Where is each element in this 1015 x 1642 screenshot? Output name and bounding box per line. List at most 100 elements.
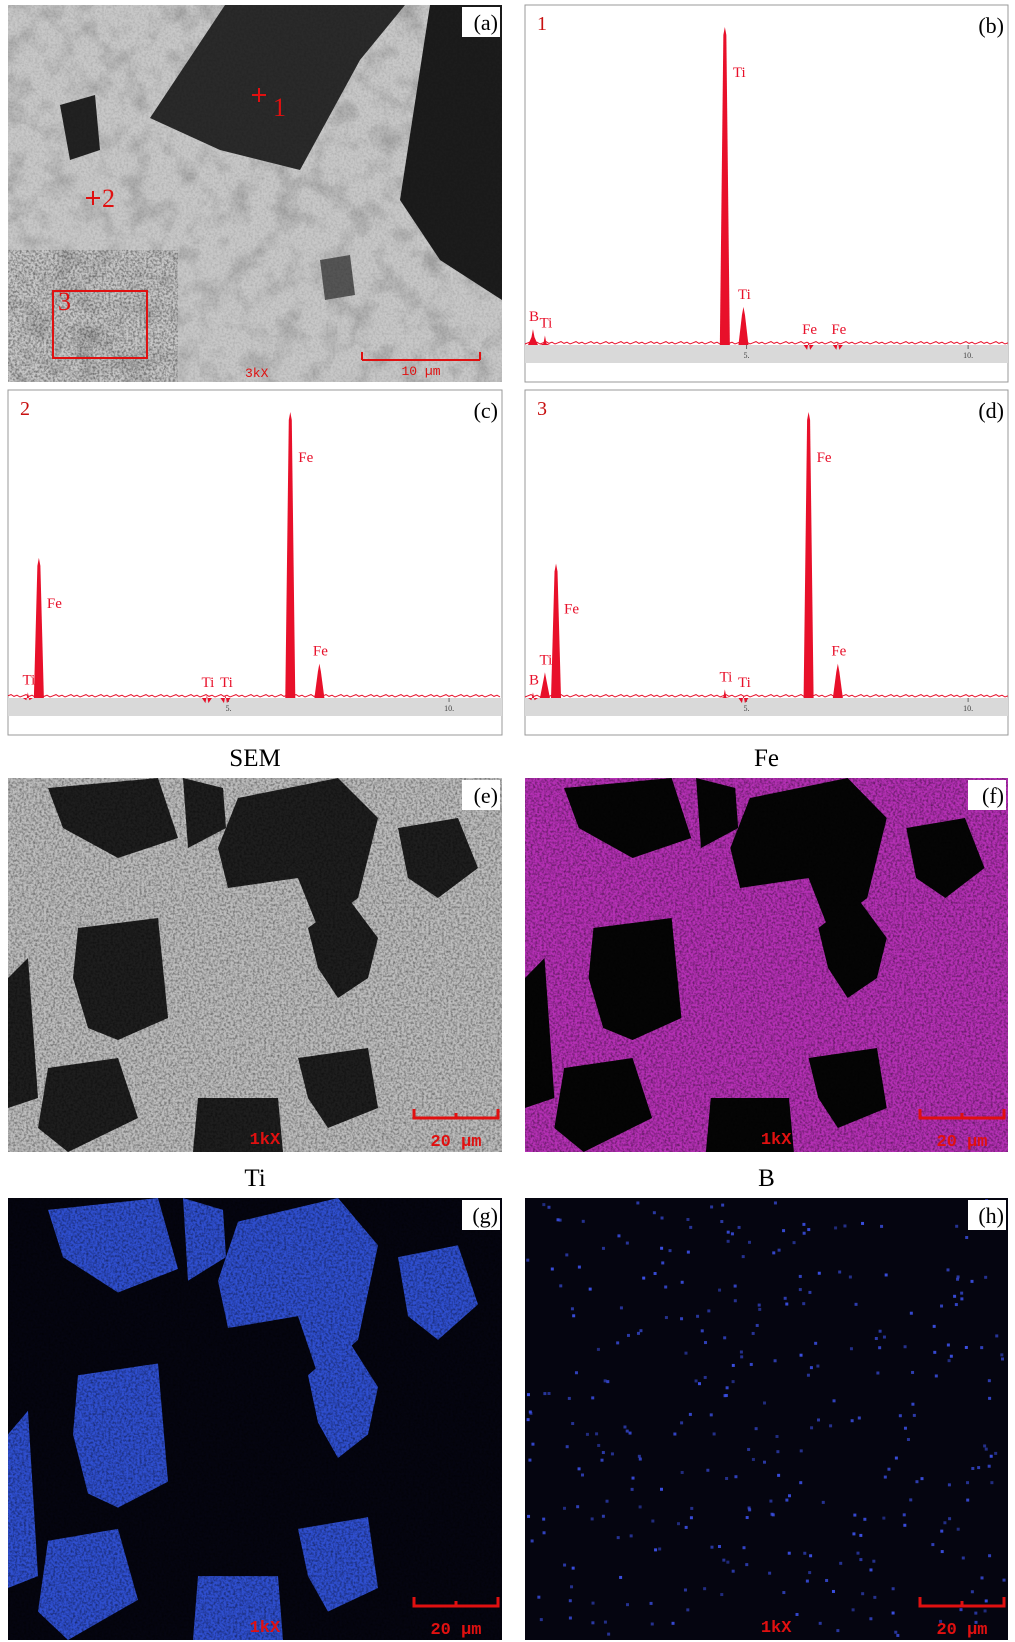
map-title: B <box>758 1165 775 1192</box>
dot <box>933 1351 936 1354</box>
peak-label: Fe <box>313 644 328 660</box>
dot <box>689 1226 692 1229</box>
panel-letter: (e) <box>474 783 498 808</box>
dot <box>563 1564 566 1567</box>
dot <box>732 1380 735 1383</box>
dot <box>527 1418 530 1421</box>
panel-letter: (h) <box>978 1203 1004 1228</box>
x-tick-label: 5. <box>744 704 750 713</box>
dot <box>597 1348 600 1351</box>
dot <box>569 1599 572 1602</box>
dot <box>774 1201 777 1204</box>
dot <box>896 1634 899 1637</box>
dot <box>977 1466 980 1469</box>
dot <box>681 1281 684 1284</box>
dot <box>990 1455 993 1458</box>
peak-label: Ti <box>540 315 553 331</box>
dot <box>887 1468 890 1471</box>
dot <box>661 1261 664 1264</box>
dot <box>690 1516 693 1519</box>
dot <box>658 1547 661 1550</box>
dot <box>838 1271 841 1274</box>
dot <box>529 1411 532 1414</box>
spectrum: 5.10.BTiFeTiTiFeFe3(d) <box>525 390 1008 735</box>
dot <box>803 1552 806 1555</box>
dot <box>810 1426 813 1429</box>
element-map: 20 µm1kX(f) <box>525 778 1008 1152</box>
panel-letter: (b) <box>978 13 1004 38</box>
dot <box>727 1231 730 1234</box>
dot <box>988 1465 991 1468</box>
dot <box>725 1477 728 1480</box>
texture <box>8 5 502 382</box>
dot <box>966 1481 969 1484</box>
dot <box>571 1307 574 1310</box>
dot <box>921 1477 924 1480</box>
dot <box>710 1205 713 1208</box>
dot <box>785 1499 788 1502</box>
peak-label: Fe <box>802 322 817 338</box>
dot <box>971 1467 974 1470</box>
dot <box>604 1621 607 1624</box>
dot <box>740 1350 743 1353</box>
dot <box>565 1253 568 1256</box>
dot <box>606 1500 609 1503</box>
x-tick-label: 5. <box>226 704 232 713</box>
peak-label: Ti <box>220 675 233 691</box>
dot <box>775 1435 778 1438</box>
figure: 1 2 3 3kX 10 µm (a) 5.10.BTiTiTiFeFe1(b)… <box>0 0 1015 1642</box>
dot <box>575 1371 578 1374</box>
dot <box>726 1561 729 1564</box>
dot <box>913 1414 916 1417</box>
dot <box>531 1539 534 1542</box>
dot <box>960 1292 963 1295</box>
dot <box>825 1579 828 1582</box>
map-background <box>525 1198 1008 1640</box>
dot <box>660 1488 663 1491</box>
dot <box>940 1305 943 1308</box>
dot <box>788 1494 791 1497</box>
dot <box>931 1543 934 1546</box>
dot <box>591 1517 594 1520</box>
dot <box>631 1488 634 1491</box>
dot <box>589 1288 592 1291</box>
dot <box>569 1617 572 1620</box>
micrograph: 1 2 3 3kX 10 µm (a) <box>8 5 502 382</box>
dot <box>809 1554 812 1557</box>
magnification: 1kX <box>761 1131 792 1150</box>
axis-strip <box>525 698 1008 716</box>
dot <box>601 1459 604 1462</box>
dot <box>732 1364 735 1367</box>
dot <box>642 1277 645 1280</box>
dot <box>745 1563 748 1566</box>
dot <box>995 1334 998 1337</box>
dot <box>720 1220 723 1223</box>
magnification: 1kX <box>250 1619 281 1638</box>
dot <box>673 1433 676 1436</box>
dot <box>706 1469 709 1472</box>
scale-bar-label: 20 µm <box>430 1621 481 1640</box>
dot <box>852 1608 855 1611</box>
element-map: 20 µm1kX(h) <box>525 1198 1008 1640</box>
dot <box>738 1226 741 1229</box>
dot <box>1001 1357 1004 1360</box>
dot <box>788 1552 791 1555</box>
dot <box>568 1397 571 1400</box>
dot <box>803 1232 806 1235</box>
dot <box>632 1477 635 1480</box>
dot <box>654 1548 657 1551</box>
dot <box>758 1308 761 1311</box>
map-title: Ti <box>244 1165 265 1192</box>
x-tick-label: 10. <box>963 351 973 360</box>
dot <box>572 1567 575 1570</box>
magnification: 3kX <box>245 366 269 381</box>
dot <box>732 1570 735 1573</box>
peak-label: Fe <box>298 450 313 466</box>
dot <box>758 1304 761 1307</box>
dot <box>602 1451 605 1454</box>
dot <box>686 1218 689 1221</box>
peak-label: Ti <box>540 652 553 668</box>
dot <box>988 1554 991 1557</box>
texture <box>8 778 502 1152</box>
dot <box>983 1444 986 1447</box>
